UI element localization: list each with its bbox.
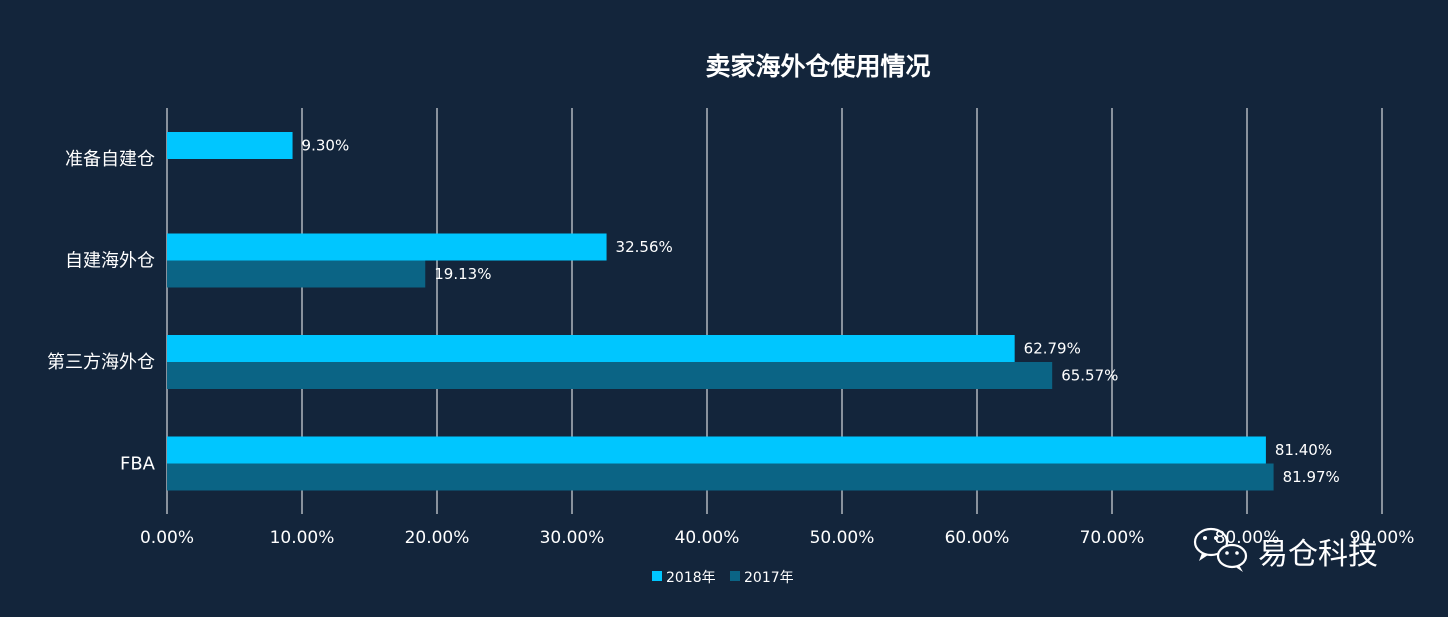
x-tick-label: 30.00% <box>540 528 605 548</box>
bars <box>167 132 1274 491</box>
x-tick-label: 10.00% <box>270 528 335 548</box>
legend-swatch <box>652 571 662 581</box>
bar-2017 <box>167 260 426 288</box>
x-tick-label: 70.00% <box>1080 528 1145 548</box>
x-tick-label: 40.00% <box>675 528 740 548</box>
category-label: 第三方海外仓 <box>47 352 155 373</box>
bar-2018 <box>167 233 607 261</box>
x-tick-label: 0.00% <box>140 528 194 548</box>
wechat-icon <box>1193 527 1248 572</box>
data-label: 19.13% <box>434 265 491 283</box>
legend-label: 2017年 <box>744 570 794 586</box>
data-label: 65.57% <box>1061 367 1118 385</box>
bar-2018 <box>167 335 1015 362</box>
data-label: 81.40% <box>1275 441 1332 459</box>
x-tick-label: 50.00% <box>810 528 875 548</box>
data-label: 62.79% <box>1024 340 1081 358</box>
category-label: FBA <box>120 454 156 475</box>
legend-swatch <box>730 571 740 581</box>
data-label: 81.97% <box>1283 468 1340 486</box>
legend-label: 2018年 <box>666 570 716 586</box>
gridlines <box>166 108 1383 514</box>
category-label: 准备自建仓 <box>65 149 155 170</box>
bar-2017 <box>167 362 1053 389</box>
x-tick-label: 90.00% <box>1350 528 1415 548</box>
watermark-text: 易仓科技 <box>1258 537 1378 572</box>
x-tick-labels: 0.00% 10.00% 20.00% 30.00% 40.00% 50.00% 60.00… <box>140 528 1414 548</box>
category-label: 自建海外仓 <box>65 251 155 272</box>
watermark: 易仓科技 <box>1193 527 1378 572</box>
x-tick-label: 20.00% <box>405 528 470 548</box>
data-label: 9.30% <box>302 137 350 155</box>
data-label: 32.56% <box>616 238 673 256</box>
bar-2018 <box>167 436 1266 464</box>
bar-2018 <box>167 132 293 159</box>
x-tick-label: 80.00% <box>1215 528 1280 548</box>
x-tick-label: 60.00% <box>945 528 1010 548</box>
chart-title: 卖家海外仓使用情况 <box>705 52 930 81</box>
bar-2017 <box>167 463 1274 491</box>
data-labels: 9.30% 32.56% 19.13% 62.79% 65.57% 81.40% 81.97… <box>302 137 1340 487</box>
legend: 2018年 2017年 <box>652 570 794 586</box>
